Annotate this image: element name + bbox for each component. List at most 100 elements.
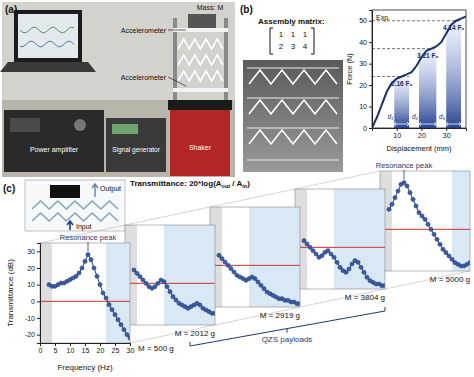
transmittance-charts: 051015202530-20-100102030 bbox=[25, 171, 472, 354]
bench bbox=[2, 100, 235, 177]
tick-label: 30 bbox=[443, 132, 451, 139]
displacement-label: d₁ bbox=[388, 113, 394, 120]
transmittance-line bbox=[389, 183, 470, 266]
transmittance-panel bbox=[125, 225, 217, 325]
data-point bbox=[335, 260, 339, 264]
tick: 10 bbox=[27, 281, 40, 288]
series-label: M = 2012 g bbox=[175, 329, 215, 338]
data-point bbox=[162, 280, 166, 284]
group-bracket-tick bbox=[287, 329, 288, 333]
data-point bbox=[256, 280, 260, 284]
data-point bbox=[450, 257, 454, 261]
data-point bbox=[402, 181, 406, 185]
tick-label: 30 bbox=[27, 248, 35, 255]
data-point bbox=[332, 255, 336, 259]
displacement-label: d₃ bbox=[439, 113, 446, 120]
depth-edge bbox=[125, 207, 210, 225]
transmittance-line bbox=[49, 255, 130, 338]
tick-label: 30 bbox=[127, 347, 135, 354]
panel-label: (a) bbox=[5, 4, 17, 15]
axis-title: Force (N) bbox=[345, 53, 354, 85]
force-marks bbox=[372, 16, 466, 128]
photo-background bbox=[2, 2, 235, 177]
inset-label: Input bbox=[76, 223, 92, 231]
transmittance-panel bbox=[295, 189, 387, 289]
inset-lattice bbox=[32, 213, 118, 221]
lattice-layer bbox=[178, 55, 223, 65]
tick-mark bbox=[85, 343, 86, 346]
tick-mark bbox=[100, 343, 101, 346]
data-point bbox=[441, 247, 445, 251]
transmittance-line bbox=[219, 255, 300, 303]
depth-edge bbox=[210, 189, 295, 207]
data-point bbox=[414, 204, 418, 208]
annotation-arrow bbox=[404, 170, 405, 180]
force-chart: 10203001020304050 bbox=[359, 10, 466, 139]
tick: 0 bbox=[39, 343, 43, 354]
data-point bbox=[89, 258, 93, 262]
tick-label: 10 bbox=[27, 281, 35, 288]
data-point bbox=[426, 222, 430, 226]
plot-frame bbox=[210, 207, 300, 307]
tick-label: -10 bbox=[25, 315, 35, 322]
tick-label: 20 bbox=[27, 265, 35, 272]
tick-mark bbox=[37, 318, 40, 319]
tick-label: 15 bbox=[82, 347, 90, 354]
data-point bbox=[423, 217, 427, 221]
tick: 25 bbox=[112, 343, 120, 354]
amplifier-panel bbox=[10, 118, 40, 132]
data-point bbox=[417, 211, 421, 215]
plot-background bbox=[210, 207, 300, 307]
transmittance-panel bbox=[210, 207, 302, 307]
tick-mark bbox=[369, 107, 372, 108]
data-point bbox=[338, 265, 342, 269]
group-label: QZS payloads bbox=[262, 335, 313, 344]
shaded-band bbox=[164, 225, 215, 325]
data-point bbox=[314, 252, 318, 256]
tick-mark bbox=[369, 128, 372, 129]
transmittance-line bbox=[134, 270, 215, 313]
data-point bbox=[128, 336, 130, 340]
data-point bbox=[326, 249, 330, 253]
data-point bbox=[435, 237, 439, 241]
panel-a bbox=[0, 2, 235, 177]
tick: 20 bbox=[359, 82, 372, 89]
photo-label: Accelerometer bbox=[121, 74, 167, 81]
tick: 30 bbox=[359, 60, 372, 67]
data-point bbox=[262, 287, 266, 291]
data-point bbox=[320, 254, 324, 258]
inset-background bbox=[25, 180, 125, 231]
depth-edge bbox=[215, 307, 300, 325]
data-point bbox=[174, 298, 178, 302]
tick-mark bbox=[37, 251, 40, 252]
displacement-arrow bbox=[394, 122, 409, 126]
plot-background bbox=[380, 171, 470, 271]
tick-label: 10 bbox=[393, 132, 401, 139]
data-point bbox=[359, 265, 363, 269]
lattice-plate bbox=[247, 67, 339, 68]
transmittance-line bbox=[304, 241, 385, 286]
data-point bbox=[387, 207, 391, 211]
data-point bbox=[383, 284, 385, 288]
laptop-screen bbox=[18, 14, 78, 58]
laptop-screen-frame bbox=[14, 10, 82, 62]
tick: 40 bbox=[359, 39, 372, 46]
data-point bbox=[122, 328, 126, 332]
reference-line bbox=[125, 283, 215, 284]
plot-background bbox=[40, 243, 130, 343]
photo-label: Signal generator bbox=[112, 146, 161, 154]
data-point bbox=[396, 189, 400, 193]
data-point bbox=[438, 242, 442, 246]
tick-mark bbox=[369, 21, 372, 22]
annotation-arrow bbox=[88, 242, 89, 252]
panel-marks bbox=[125, 225, 215, 325]
matrix-entry: 3 bbox=[291, 42, 296, 51]
data-point bbox=[113, 313, 117, 317]
y-axis: -20-100102030 bbox=[25, 244, 41, 344]
data-point bbox=[429, 227, 433, 231]
data-point bbox=[171, 295, 175, 299]
data-point bbox=[226, 263, 230, 267]
data-point bbox=[390, 202, 394, 206]
matrix-entry: 1 bbox=[279, 30, 284, 39]
tick-mark bbox=[446, 128, 447, 131]
